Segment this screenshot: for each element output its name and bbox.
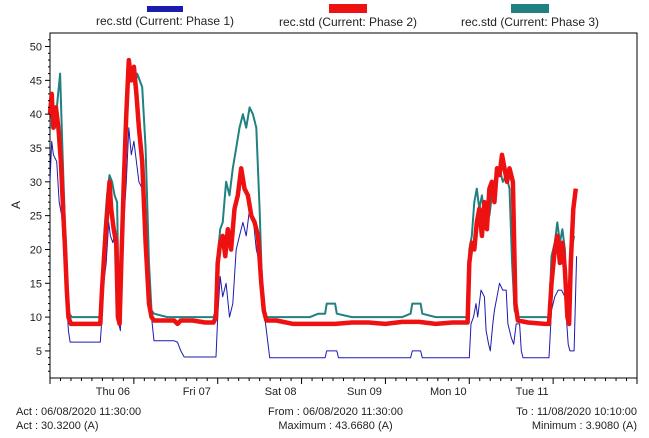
footer-range: From : 06/08/2020 11:30:00 Maximum : 43.…	[268, 405, 403, 433]
legend-item-phase-1: rec.std (Current: Phase 1)	[75, 2, 255, 30]
legend-swatch-phase-1	[147, 6, 183, 12]
to-time: To : 11/08/2020 10:10:00	[516, 406, 637, 418]
series-lines	[47, 57, 579, 359]
y-tick-label-20: 20	[30, 244, 42, 256]
y-tick-label-5: 5	[36, 346, 42, 358]
legend-item-phase-3: rec.std (Current: Phase 3)	[435, 2, 625, 30]
legend-swatch-phase-3	[511, 4, 549, 13]
act-value: Act : 30.3200 (A)	[16, 420, 99, 432]
y-tick-label-50: 50	[30, 42, 42, 54]
series-line-phase-3	[49, 65, 576, 319]
y-axis-label: A	[9, 201, 23, 209]
current-chart: 5 10 15 20 25 30 35 40 45 50 Thu 06 Fri 07 Sat 08 Su…	[9, 32, 638, 395]
x-tick-label-4: Mon 10	[430, 386, 467, 395]
x-axis: Thu 06 Fri 07 Sat 08 Sun 09 Mon 10 Tue 11	[49, 378, 638, 395]
y-tick-label-25: 25	[30, 211, 42, 223]
x-tick-label-2: Sat 08	[265, 386, 297, 395]
maximum-value: Maximum : 43.6680 (A)	[278, 420, 393, 432]
footer-to: To : 11/08/2020 10:10:00 Minimum : 3.908…	[516, 405, 637, 433]
x-tick-label-5: Tue 11	[516, 386, 549, 395]
plot-area	[49, 32, 638, 379]
legend-label-phase-1: rec.std (Current: Phase 1)	[95, 14, 235, 28]
footer-act: Act : 06/08/2020 11:30:00 Act : 30.3200 …	[16, 405, 141, 433]
y-tick-label-35: 35	[30, 143, 42, 155]
x-tick-label-1: Fri 07	[183, 386, 211, 395]
y-tick-label-45: 45	[30, 75, 42, 87]
act-time: Act : 06/08/2020 11:30:00	[16, 406, 142, 418]
x-tick-label-0: Thu 06	[96, 386, 130, 395]
series-line-phase-2	[47, 57, 579, 327]
y-tick-label-10: 10	[30, 312, 42, 324]
y-axis: 5 10 15 20 25 30 35 40 45 50	[30, 39, 50, 372]
x-tick-label-3: Sun 09	[347, 386, 382, 395]
y-tick-label-40: 40	[30, 109, 42, 121]
minimum-value: Minimum : 3.9080 (A)	[531, 420, 637, 432]
from-time: From : 06/08/2020 11:30:00	[268, 406, 403, 418]
legend-swatch-phase-2	[329, 4, 367, 13]
legend-item-phase-2: rec.std (Current: Phase 2)	[258, 2, 438, 30]
y-tick-label-15: 15	[30, 278, 42, 290]
plot-frame	[49, 32, 638, 379]
legend-label-phase-2: rec.std (Current: Phase 2)	[278, 15, 418, 29]
y-tick-label-30: 30	[30, 177, 42, 189]
legend-label-phase-3: rec.std (Current: Phase 3)	[460, 15, 600, 29]
